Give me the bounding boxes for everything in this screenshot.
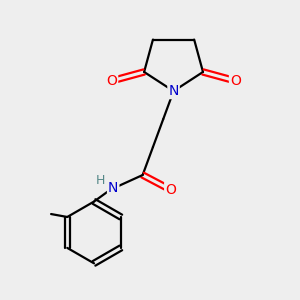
- Text: O: O: [165, 183, 176, 197]
- Text: O: O: [230, 74, 241, 88]
- Text: N: N: [168, 84, 179, 98]
- Text: O: O: [106, 74, 117, 88]
- Text: H: H: [95, 174, 105, 188]
- Text: N: N: [108, 181, 119, 195]
